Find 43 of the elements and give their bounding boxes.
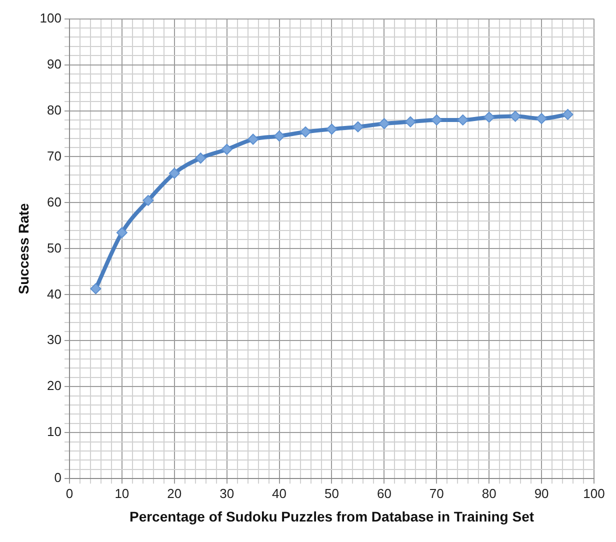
x-tick-label: 80 [482, 486, 496, 501]
point [168, 168, 180, 179]
point [116, 227, 128, 238]
x-tick-label: 0 [66, 486, 74, 501]
point [404, 116, 416, 128]
x-tick-label: 50 [324, 486, 339, 501]
x-tick-label: 20 [167, 486, 182, 501]
x-tick-label: 60 [376, 486, 392, 501]
y-tick-label: 50 [47, 240, 62, 256]
y-tick-label: 20 [47, 378, 62, 394]
x-tick-label: 100 [583, 486, 605, 501]
point [195, 152, 206, 164]
x-tick-label: 10 [114, 486, 130, 501]
point [352, 121, 364, 132]
point [562, 108, 574, 120]
x-tick-label: 40 [272, 486, 287, 501]
point [484, 112, 495, 123]
x-tick-label: 30 [220, 486, 234, 501]
point [510, 110, 521, 122]
point [248, 134, 259, 145]
y-tick-label: 60 [47, 194, 62, 210]
point [300, 126, 312, 138]
x-tick-label: 70 [429, 486, 444, 501]
x-axis-title: Percentage of Sudoku Puzzles from Database in Training Set [129, 508, 534, 524]
point [326, 124, 338, 135]
y-tick-label: 40 [47, 286, 62, 302]
point [142, 194, 154, 206]
point [274, 130, 285, 142]
y-axis-title: Success Rate [15, 202, 32, 294]
point [536, 113, 548, 124]
point [457, 114, 468, 126]
y-tick-label: 70 [47, 148, 62, 164]
y-tick-label: 30 [47, 332, 62, 348]
point [221, 144, 232, 155]
x-tick-label: 90 [534, 486, 549, 501]
y-tick-label: 0 [54, 470, 62, 486]
y-tick-label: 80 [47, 102, 62, 118]
point [90, 283, 102, 294]
point [378, 118, 390, 130]
y-tick-label: 10 [47, 424, 62, 440]
y-tick-label: 100 [40, 10, 62, 26]
y-tick-label: 90 [47, 56, 62, 72]
point [431, 114, 442, 126]
